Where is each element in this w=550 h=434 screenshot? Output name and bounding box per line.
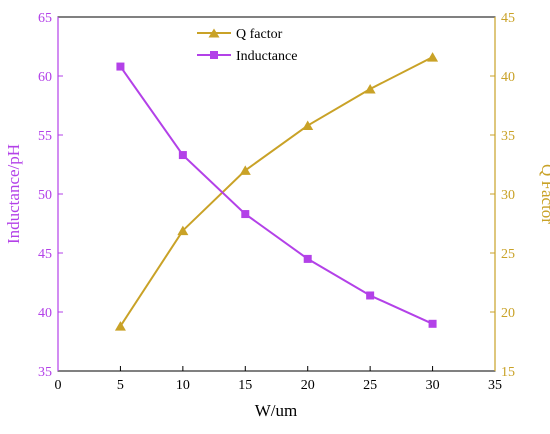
data-point-q-factor bbox=[177, 225, 189, 236]
y-right-tick-label: 40 bbox=[501, 70, 515, 85]
x-tick-label: 15 bbox=[238, 378, 252, 393]
y-left-tick-label: 40 bbox=[38, 306, 52, 321]
legend-marker-inductance bbox=[210, 51, 218, 59]
data-point-inductance bbox=[303, 254, 312, 263]
data-point-inductance bbox=[428, 319, 437, 328]
series-line-q-factor bbox=[119, 56, 434, 327]
x-tick-label: 0 bbox=[55, 378, 62, 393]
x-tick-label: 5 bbox=[117, 378, 124, 393]
y-left-tick-label: 50 bbox=[38, 188, 52, 203]
data-point-q-factor bbox=[364, 83, 376, 94]
legend-label-q-factor: Q factor bbox=[236, 27, 283, 42]
legend-item-q-factor: Q factor bbox=[197, 27, 283, 42]
ticks-layer: 0 5 10 15 20 25 30 35 35 40 45 50 55 60 65 15 20 25 30 35 40… bbox=[38, 11, 515, 393]
x-tick-label: 25 bbox=[363, 378, 377, 393]
data-point-inductance bbox=[116, 62, 125, 71]
data-point-inductance bbox=[366, 291, 375, 300]
data-point-q-factor bbox=[427, 52, 439, 62]
data-point-q-factor bbox=[302, 120, 314, 131]
y-right-tick-label: 35 bbox=[501, 129, 515, 144]
data-point-q-factor bbox=[114, 321, 126, 331]
y-right-tick-label: 45 bbox=[501, 11, 515, 26]
legend-item-inductance: Inductance bbox=[197, 49, 297, 64]
series-layer bbox=[114, 52, 439, 331]
data-point-inductance bbox=[241, 210, 250, 219]
x-tick-label: 10 bbox=[176, 378, 190, 393]
y-right-tick-label: 20 bbox=[501, 306, 515, 321]
x-tick-label: 30 bbox=[426, 378, 440, 393]
data-point-q-factor bbox=[239, 165, 251, 175]
y-left-tick-label: 35 bbox=[38, 365, 52, 380]
legend-marker-q-factor bbox=[208, 28, 220, 38]
x-axis-label: W/um bbox=[255, 401, 298, 420]
y-left-axis-label: Inductance/pH bbox=[4, 144, 23, 244]
y-left-tick-label: 65 bbox=[38, 11, 52, 26]
y-left-tick-label: 45 bbox=[38, 247, 52, 262]
y-right-tick-label: 15 bbox=[501, 365, 515, 380]
legend-label-inductance: Inductance bbox=[236, 49, 297, 64]
x-tick-label: 35 bbox=[488, 378, 502, 393]
y-left-tick-label: 55 bbox=[38, 129, 52, 144]
legend: Q factor Inductance bbox=[197, 27, 297, 64]
y-right-axis-label: Q Factor bbox=[538, 164, 550, 224]
data-point-inductance bbox=[178, 151, 187, 160]
y-right-tick-label: 30 bbox=[501, 188, 515, 203]
x-tick-label: 20 bbox=[301, 378, 315, 393]
series-line-inductance bbox=[119, 65, 433, 325]
y-left-tick-label: 60 bbox=[38, 70, 52, 85]
y-right-tick-label: 25 bbox=[501, 247, 515, 262]
